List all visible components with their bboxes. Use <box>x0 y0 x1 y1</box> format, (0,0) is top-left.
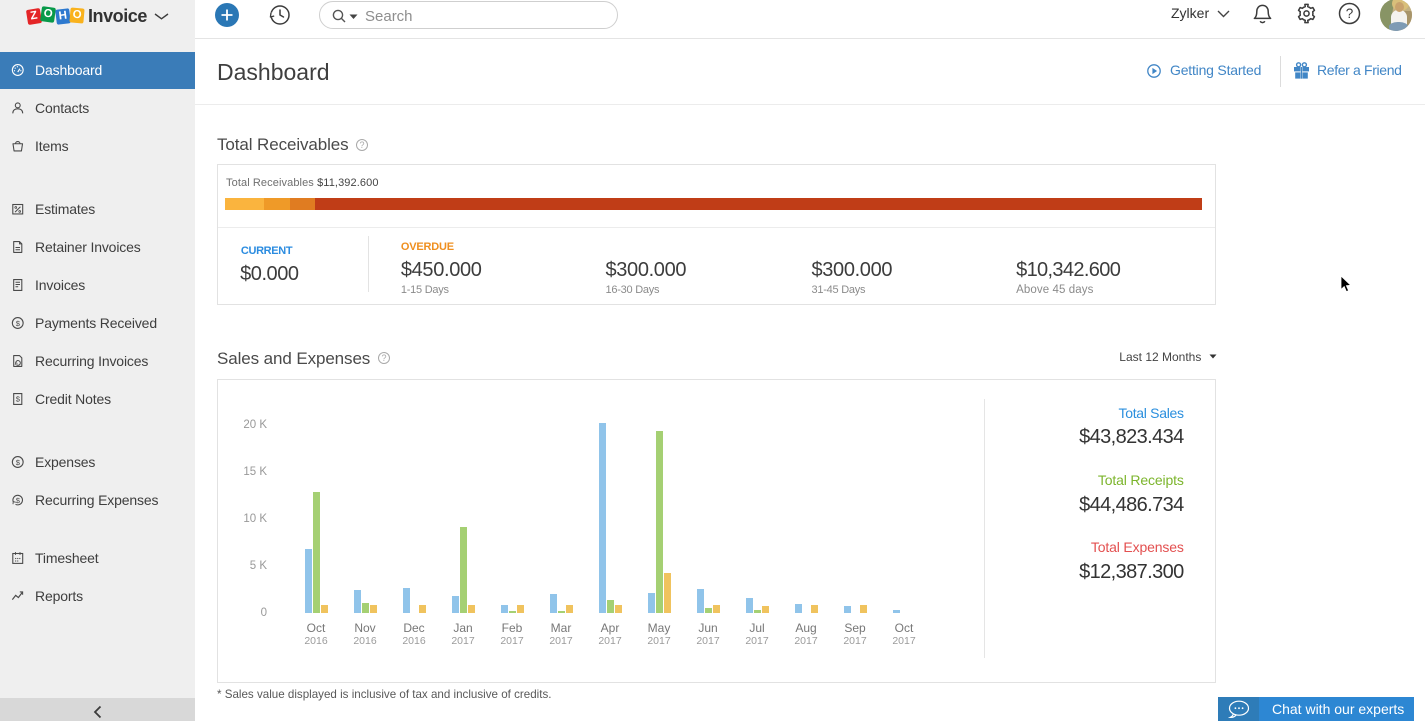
svg-text:$: $ <box>15 395 20 404</box>
svg-text:$: $ <box>15 496 20 505</box>
svg-text:$: $ <box>15 458 20 467</box>
svg-text:?: ? <box>1346 6 1354 21</box>
svg-text:$: $ <box>15 319 20 328</box>
